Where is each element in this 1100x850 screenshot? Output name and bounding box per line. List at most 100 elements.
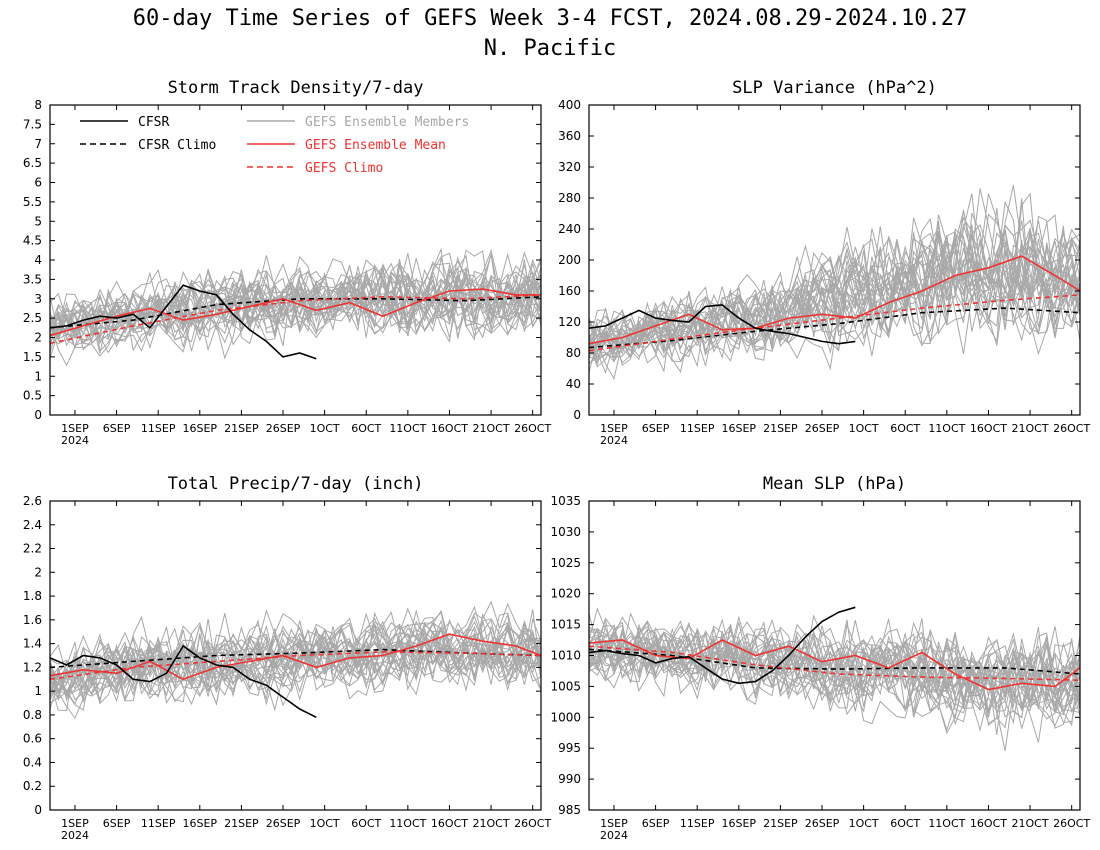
ensemble-member-line	[50, 253, 541, 347]
x-tick-label: 16SEP	[722, 422, 757, 435]
y-tick-label: 240	[558, 222, 581, 236]
x-tick-label: 26SEP	[805, 817, 840, 830]
ensemble-members	[589, 606, 1080, 752]
ensemble-member-line	[589, 229, 1080, 361]
x-tick-label: 26OCT	[1053, 422, 1090, 435]
ensemble-member-line	[589, 612, 1080, 716]
x-tick-label: 21OCT	[1012, 817, 1049, 830]
panel-1: Storm Track Density/7-day 0 0.5 1 1.5 2 2.5 3 3.…	[23, 78, 552, 447]
y-tick-label: 0	[573, 408, 581, 422]
cfsr-climo-line	[50, 296, 541, 329]
y-tick-label: 320	[558, 160, 581, 174]
x-year-label: 2024	[600, 829, 628, 842]
x-tick-label: 21SEP	[224, 422, 259, 435]
y-tick-label: 8	[34, 98, 42, 112]
x-tick-label: 11SEP	[680, 422, 715, 435]
y-tick-label: 0	[34, 408, 42, 422]
y-tick-label: 1	[34, 369, 42, 383]
y-tick-label: 2	[34, 331, 42, 345]
panel-title: Storm Track Density/7-day	[168, 78, 424, 98]
y-tick-label: 2.6	[23, 494, 42, 508]
y-tick-label: 4.5	[23, 234, 42, 248]
panel-2: SLP Variance (hPa^2) 0 40 80 120 160 200 240 280…	[558, 78, 1090, 447]
y-tick-label: 0	[34, 803, 42, 817]
ensemble-member-line	[50, 268, 541, 336]
ensemble-member-line	[50, 620, 541, 705]
x-tick-label: 6OCT	[351, 422, 381, 435]
x-tick-label: 11OCT	[389, 422, 426, 435]
legend-label: GEFS Ensemble Mean	[305, 138, 446, 153]
ensemble-member-line	[589, 629, 1080, 729]
y-tick-label: 995	[558, 741, 581, 755]
y-tick-label: 200	[558, 253, 581, 267]
y-tick-label: 1.5	[23, 350, 42, 364]
y-tick-label: 2.4	[23, 518, 42, 532]
y-tick-label: 40	[566, 377, 581, 391]
y-tick-label: 1035	[550, 494, 581, 508]
x-tick-label: 21SEP	[763, 422, 798, 435]
y-tick-label: 7.5	[23, 117, 42, 131]
ensemble-member-line	[50, 613, 541, 706]
y-tick-label: 400	[558, 98, 581, 112]
x-tick-label: 21SEP	[224, 817, 259, 830]
x-tick-label: 26SEP	[805, 422, 840, 435]
ensemble-member-line	[50, 258, 541, 336]
ensemble-member-line	[589, 232, 1080, 360]
y-tick-label: 5	[34, 214, 42, 228]
y-tick-label: 1020	[550, 587, 581, 601]
y-tick-label: 2.5	[23, 311, 42, 325]
gefs-mean-line	[589, 639, 1080, 691]
x-tick-label: 1OCT	[310, 422, 340, 435]
x-tick-label: 6SEP	[642, 817, 670, 830]
y-tick-label: 4	[34, 253, 42, 267]
cfsr-line	[589, 606, 856, 685]
y-tick-label: 1.8	[23, 589, 42, 603]
legend: CFSR CFSR Climo GEFS Ensemble Members GEFS …	[80, 115, 469, 176]
figure-subtitle: N. Pacific	[483, 36, 617, 61]
panel-title: SLP Variance (hPa^2)	[732, 78, 937, 98]
cfsr-climo-line	[589, 648, 1080, 675]
x-tick-label: 16SEP	[183, 422, 218, 435]
ensemble-member-line	[589, 613, 1080, 713]
legend-label: CFSR	[138, 115, 169, 130]
y-tick-label: 985	[558, 803, 581, 817]
ensemble-members	[50, 247, 541, 367]
ensemble-member-line	[589, 217, 1080, 354]
y-tick-label: 1010	[550, 649, 581, 663]
x-tick-label: 21OCT	[473, 817, 510, 830]
x-tick-label: 6OCT	[351, 817, 381, 830]
y-tick-label: 3.5	[23, 272, 42, 286]
gefs-climo-line	[589, 294, 1080, 352]
gefs-climo-line	[589, 645, 1080, 681]
ensemble-member-line	[589, 621, 1080, 743]
x-tick-label: 26SEP	[266, 817, 301, 830]
x-tick-label: 11SEP	[680, 817, 715, 830]
x-tick-label: 11OCT	[928, 817, 965, 830]
x-tick-label: 21OCT	[1012, 422, 1049, 435]
y-tick-label: 0.2	[23, 779, 42, 793]
y-tick-label: 0.4	[23, 755, 42, 769]
ensemble-members	[50, 600, 541, 719]
x-tick-label: 26OCT	[514, 817, 551, 830]
legend-label: CFSR Climo	[138, 138, 216, 153]
ensemble-member-line	[50, 611, 541, 701]
x-tick-label: 21OCT	[473, 422, 510, 435]
y-tick-label: 0.6	[23, 732, 42, 746]
y-tick-label: 360	[558, 129, 581, 143]
cfsr-line	[50, 284, 317, 360]
x-tick-label: 16SEP	[183, 817, 218, 830]
x-tick-label: 6OCT	[890, 817, 920, 830]
x-tick-label: 16OCT	[431, 817, 468, 830]
y-tick-label: 2	[34, 565, 42, 579]
legend-label: GEFS Ensemble Members	[305, 115, 469, 130]
y-tick-label: 3	[34, 292, 42, 306]
y-tick-label: 990	[558, 772, 581, 786]
y-tick-label: 6.5	[23, 156, 42, 170]
x-tick-label: 6SEP	[103, 422, 131, 435]
y-tick-label: 6	[34, 176, 42, 190]
x-tick-label: 21SEP	[763, 817, 798, 830]
plot-frame	[49, 500, 542, 811]
y-tick-label: 0.8	[23, 708, 42, 722]
x-tick-label: 11OCT	[928, 422, 965, 435]
